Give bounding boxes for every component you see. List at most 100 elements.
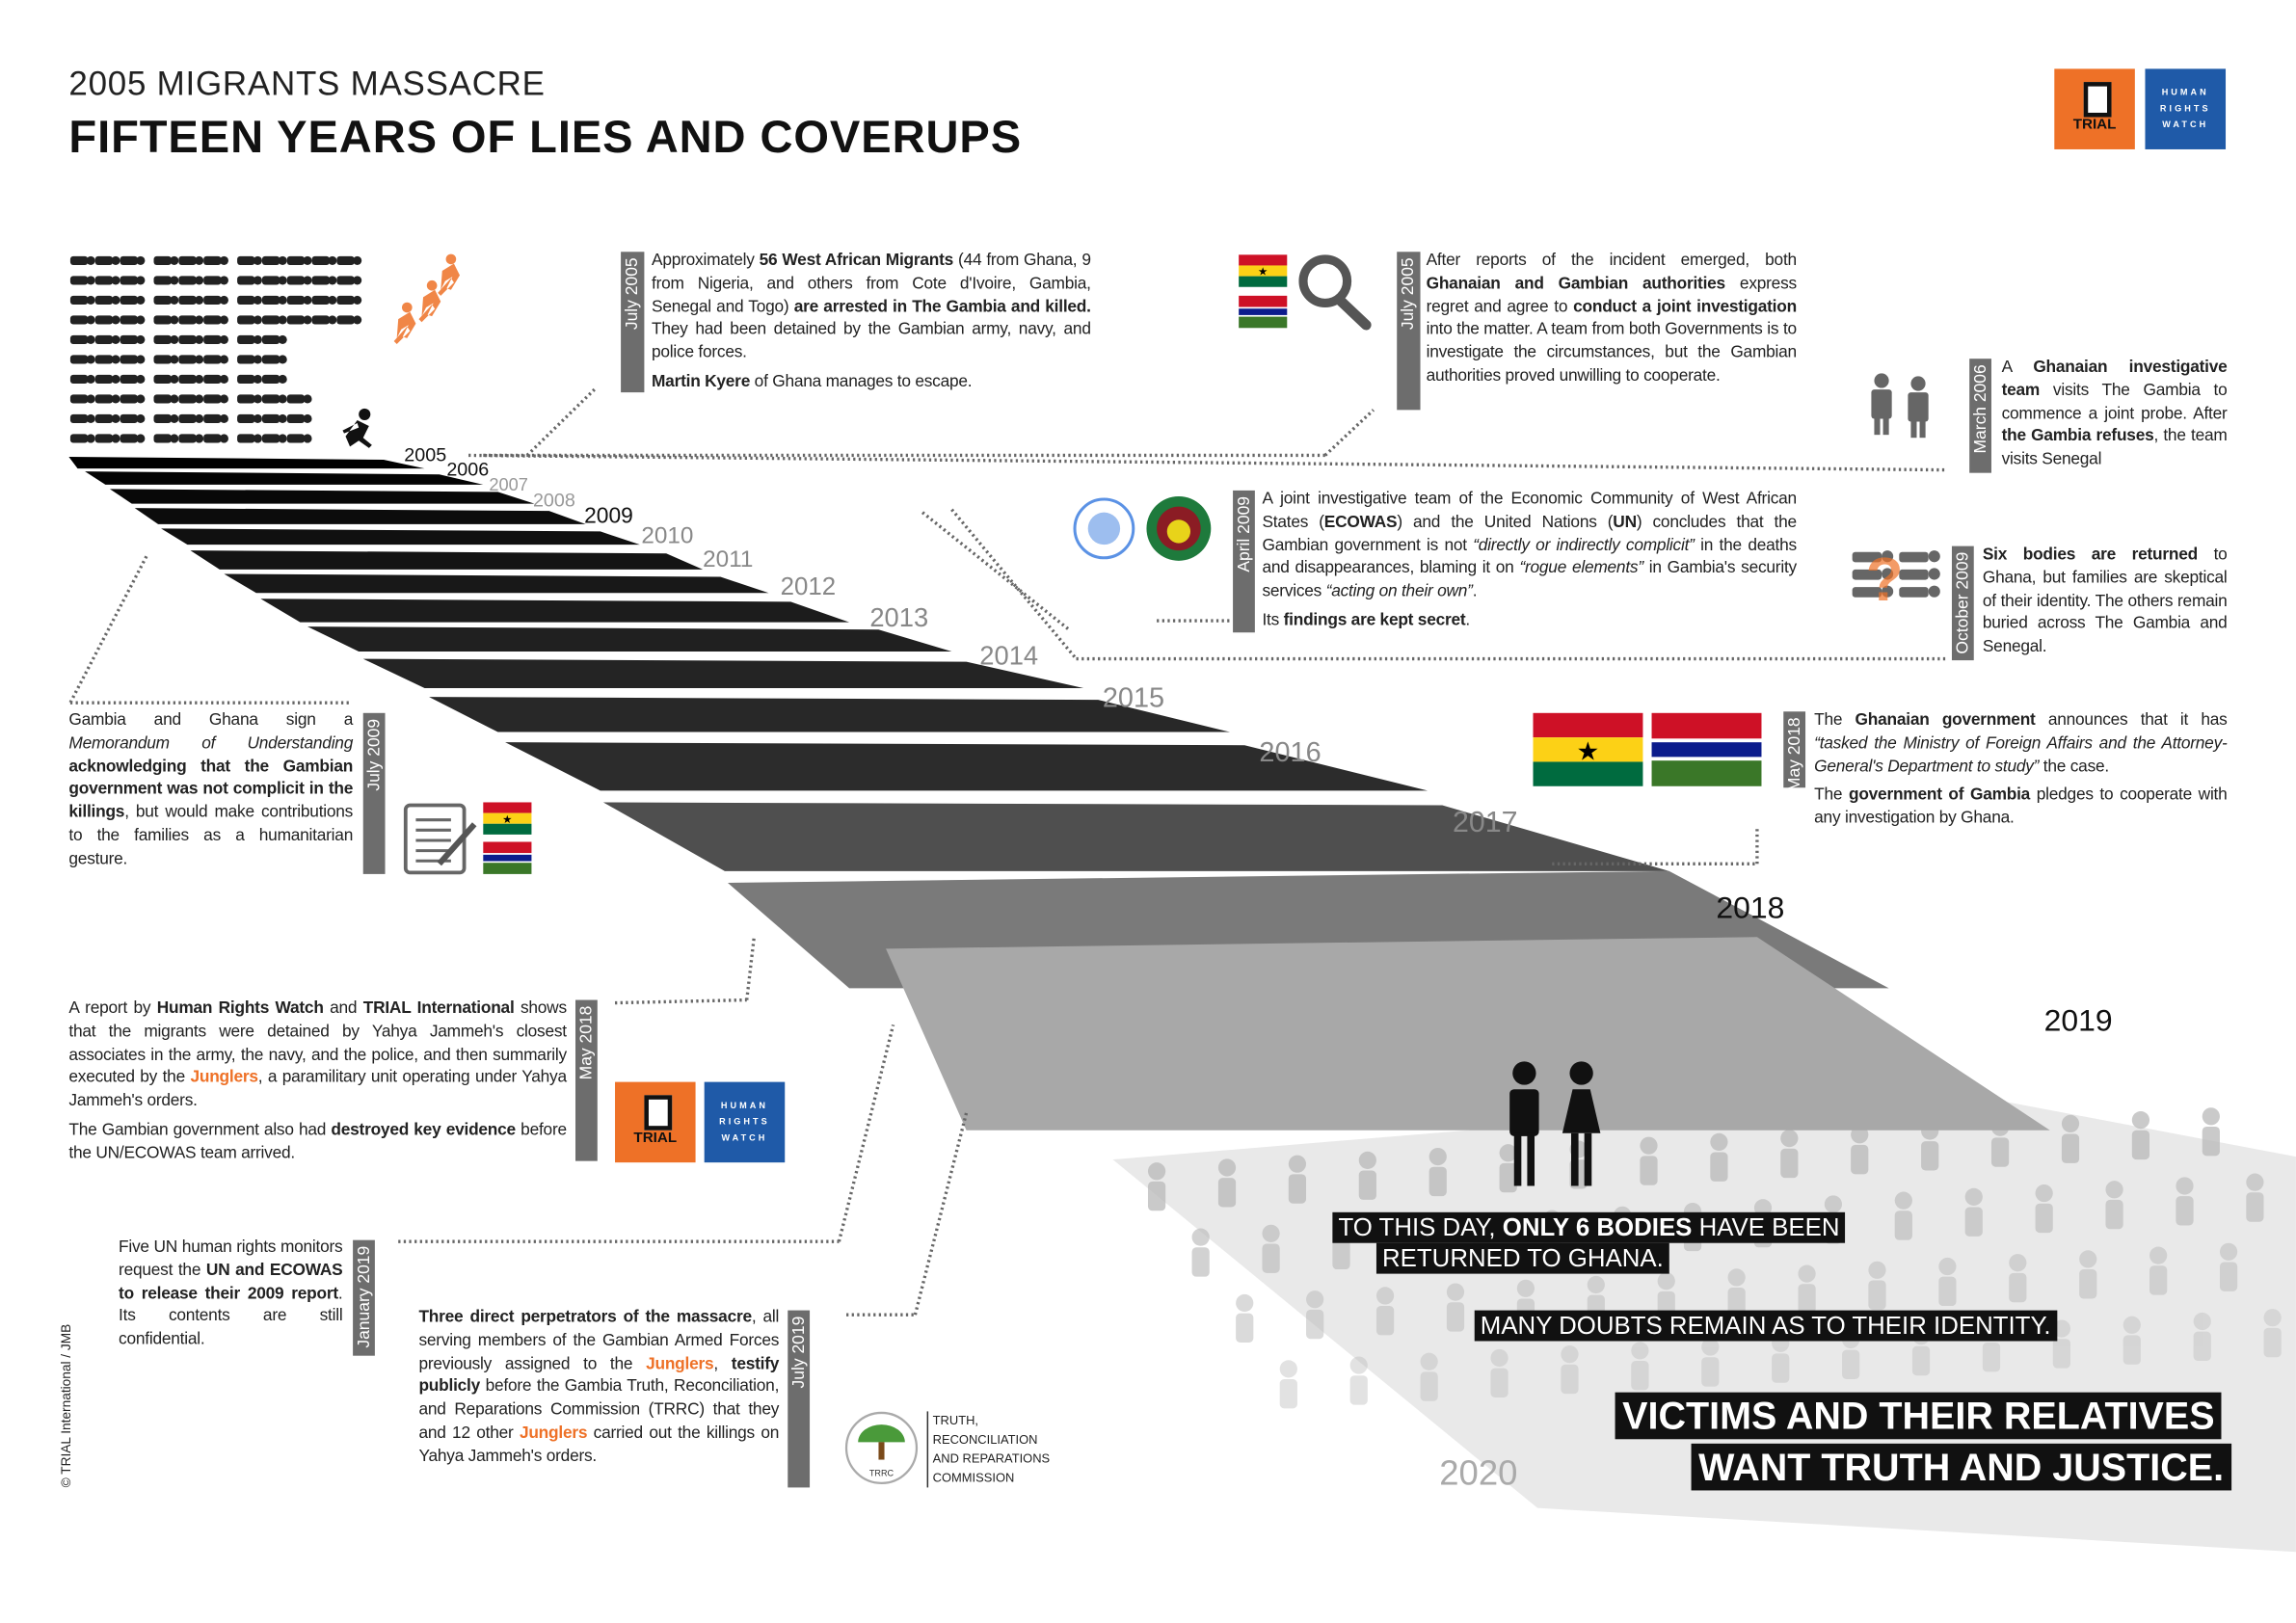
body (203, 255, 222, 265)
lying-migrant-icon (311, 295, 337, 305)
victim-silhouette-icon (2079, 1250, 2097, 1299)
head (1147, 1162, 1166, 1181)
lying-migrant-icon (286, 295, 312, 305)
timeline-band-2006 (85, 471, 484, 485)
body (1727, 1288, 1746, 1317)
lying-migrant-icon (237, 394, 262, 404)
text-run: , all serving members of the Gambian Arm… (418, 1309, 780, 1373)
head (1798, 1264, 1816, 1283)
body (1701, 1357, 1720, 1387)
lying-migrant-icon (261, 434, 287, 443)
timeline-band-2010 (190, 550, 704, 570)
event-description: Approximately 56 West African Migrants (… (652, 251, 1091, 401)
gambia-flag-icon (1239, 295, 1288, 329)
body (1631, 1361, 1649, 1391)
head (2176, 1177, 2194, 1195)
trial-logo-text: TRIAL (2072, 117, 2117, 134)
head (353, 295, 362, 305)
event-paragraph: A report by Human Rights Watch and TRIAL… (68, 998, 567, 1114)
limbs (438, 263, 460, 296)
text-run: , a paramilitary unit operating under Ya… (68, 1069, 567, 1110)
head (2052, 1319, 2071, 1338)
body (1911, 1345, 1931, 1376)
body (153, 315, 172, 325)
text-run: Its (1262, 611, 1284, 630)
head (359, 408, 371, 420)
lying-migrant-icon (336, 315, 362, 325)
text-run: Three direct perpetrators of the massacr… (418, 1309, 752, 1327)
head (170, 394, 179, 404)
body (94, 374, 113, 385)
victim-silhouette-icon (1710, 1132, 1728, 1182)
body (1772, 1353, 1790, 1383)
head (111, 394, 120, 404)
year-label-2008: 2008 (532, 489, 575, 512)
lying-migrant-icon (237, 295, 262, 305)
date-label: January 2019 (353, 1239, 375, 1356)
head (2219, 1242, 2238, 1261)
lying-migrant-icon (69, 374, 95, 385)
body (120, 434, 138, 443)
text-run: to Ghana, but families are skeptical of … (1982, 545, 2228, 656)
head (401, 302, 413, 313)
victim-silhouette-icon (1868, 1261, 1886, 1310)
lying-migrant-icon (261, 255, 287, 265)
lying-migrant-icon (237, 434, 262, 443)
lying-migrant-icon (203, 276, 228, 285)
lying-migrant-icon (94, 255, 120, 265)
lying-body-icon (1899, 550, 1940, 563)
body (1938, 1276, 1957, 1307)
event-paragraph: A Ghanaian investigative team visits The… (2002, 358, 2228, 473)
lying-migrant-icon (69, 276, 95, 285)
leg (1919, 419, 1926, 439)
door-icon (2083, 82, 2112, 118)
head (278, 434, 287, 443)
text-run: acknowledging that the Gambian governmen… (68, 758, 354, 822)
body (69, 295, 89, 305)
body (203, 434, 222, 443)
event-description: Gambia and Ghana sign a Memorandum of Un… (68, 710, 353, 878)
copyright: © TRIAL International / JMB (58, 1323, 73, 1488)
body (178, 355, 197, 364)
year-label-2015: 2015 (1102, 683, 1165, 715)
year-label-2018: 2018 (1716, 891, 1785, 926)
head (219, 276, 228, 285)
stripe (1651, 712, 1762, 739)
body (237, 315, 255, 325)
stripe (1533, 712, 1643, 738)
body (69, 255, 89, 265)
date-label: April 2009 (1233, 490, 1255, 633)
body (1358, 1170, 1376, 1200)
body (69, 374, 89, 385)
dotted-connector (913, 1112, 969, 1316)
body (261, 413, 280, 424)
stripe (1651, 742, 1762, 758)
lying-migrant-icon (286, 276, 312, 285)
body (286, 434, 305, 443)
head (1288, 1155, 1307, 1173)
body (203, 334, 222, 344)
caption-line-2: RETURNED TO GHANA. (1375, 1242, 1669, 1274)
head (1569, 1061, 1593, 1085)
head (278, 334, 287, 344)
lying-migrant-icon (178, 315, 204, 325)
head (195, 334, 204, 344)
body (1990, 1137, 2010, 1167)
date-text: October 2009 (1954, 551, 1972, 654)
year-label-2013: 2013 (869, 602, 929, 633)
trrc-logo-text: TRUTH, RECONCILIATION AND REPARATIONS COMMI… (926, 1411, 1050, 1488)
text-run: Junglers (646, 1355, 714, 1373)
ecowas-africa (1166, 519, 1191, 544)
head (353, 255, 362, 265)
lying-migrant-icon (69, 434, 95, 443)
text-run: of Ghana manages to escape. (750, 373, 973, 391)
body (311, 315, 330, 325)
head (219, 315, 228, 325)
lying-migrant-icon (261, 315, 287, 325)
stripe (1239, 265, 1288, 277)
timeline-band-2015 (429, 697, 1231, 732)
body (286, 255, 305, 265)
head (170, 355, 179, 364)
dotted-connector (950, 508, 1078, 660)
head (303, 295, 312, 305)
